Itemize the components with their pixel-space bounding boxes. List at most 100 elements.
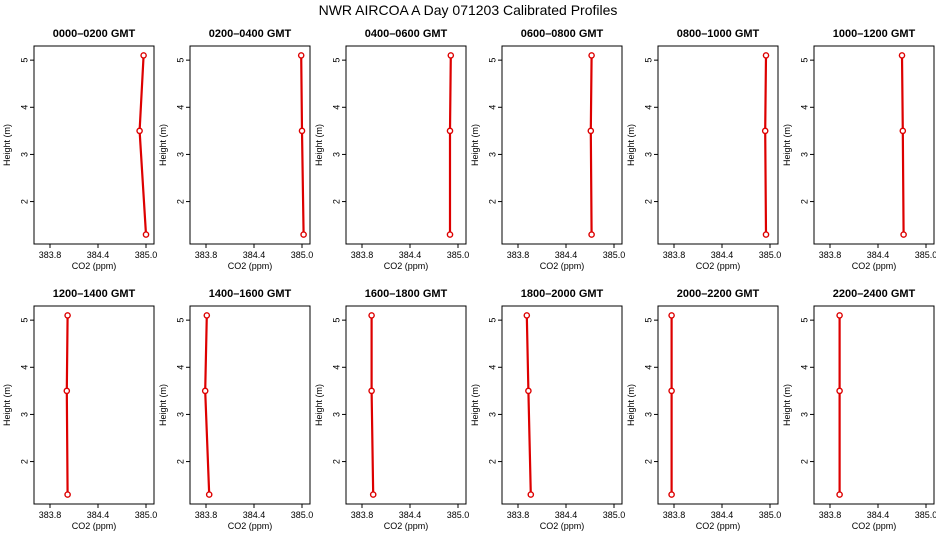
x-tick-label: 385.0	[759, 250, 782, 260]
x-tick-label: 385.0	[915, 510, 936, 520]
profile-point	[297, 52, 305, 59]
y-tick-label: 4	[799, 365, 809, 370]
x-axis-label: CO2 (ppm)	[228, 521, 273, 531]
x-tick-label: 383.8	[195, 250, 218, 260]
x-axis-label: CO2 (ppm)	[384, 521, 429, 531]
x-tick-label: 385.0	[603, 510, 626, 520]
x-tick-label: 385.0	[447, 250, 470, 260]
y-tick-label: 4	[331, 105, 341, 110]
y-axis-label: Height (m)	[314, 124, 324, 166]
profile-point	[368, 387, 375, 395]
y-tick-label: 5	[331, 58, 341, 63]
profile-point	[899, 127, 907, 135]
panel-title: 1200–1400 GMT	[53, 288, 136, 300]
plot-frame	[189, 45, 311, 245]
y-tick-label: 3	[19, 412, 29, 417]
profile-point	[762, 52, 770, 59]
profile-point	[64, 491, 71, 498]
plot-frame	[657, 305, 779, 505]
profile-point	[762, 231, 770, 238]
plot-frame	[33, 305, 155, 505]
profile-line	[589, 55, 593, 235]
x-tick-label: 383.8	[507, 510, 530, 520]
y-tick-label: 3	[175, 152, 185, 157]
y-tick-label: 3	[19, 152, 29, 157]
x-axis-label: CO2 (ppm)	[72, 521, 117, 531]
y-tick-label: 3	[799, 152, 809, 157]
y-tick-label: 4	[643, 105, 653, 110]
x-tick-label: 383.8	[819, 510, 842, 520]
y-tick-label: 4	[487, 365, 497, 370]
y-tick-label: 4	[331, 365, 341, 370]
y-axis-label: Height (m)	[158, 124, 168, 166]
y-tick-label: 3	[643, 412, 653, 417]
profile-point	[588, 52, 595, 59]
y-tick-label: 4	[487, 105, 497, 110]
y-tick-label: 4	[799, 105, 809, 110]
profile-point	[203, 312, 211, 319]
profile-line	[448, 55, 452, 235]
y-tick-label: 4	[19, 105, 29, 110]
profile-line	[138, 55, 148, 235]
x-tick-label: 385.0	[291, 250, 314, 260]
profile-point	[761, 127, 769, 135]
panel-title: 1000–1200 GMT	[833, 28, 916, 40]
profile-point	[368, 312, 375, 319]
y-tick-label: 2	[175, 459, 185, 464]
x-axis-label: CO2 (ppm)	[540, 261, 585, 271]
y-tick-label: 3	[799, 412, 809, 417]
profile-point	[668, 312, 675, 319]
y-tick-label: 2	[19, 459, 29, 464]
y-tick-label: 4	[175, 365, 185, 370]
figure-title: NWR AIRCOA A Day 071203 Calibrated Profi…	[318, 2, 618, 18]
profile-point	[446, 231, 454, 238]
plot-frame	[33, 45, 155, 245]
panel-title: 1400–1600 GMT	[209, 288, 292, 300]
x-tick-label: 384.4	[87, 250, 110, 260]
x-axis-label: CO2 (ppm)	[696, 261, 741, 271]
panel-title: 0600–0800 GMT	[521, 28, 604, 40]
profile-point	[588, 231, 595, 238]
y-tick-label: 5	[175, 58, 185, 63]
plot-frame	[189, 305, 311, 505]
x-tick-label: 385.0	[291, 510, 314, 520]
x-axis-label: CO2 (ppm)	[228, 261, 273, 271]
x-axis-label: CO2 (ppm)	[540, 521, 585, 531]
y-axis-label: Height (m)	[470, 384, 480, 426]
y-tick-label: 3	[175, 412, 185, 417]
profile-point	[447, 52, 455, 59]
x-tick-label: 385.0	[447, 510, 470, 520]
profile-line	[65, 315, 69, 495]
profile-point	[898, 52, 906, 59]
x-axis-label: CO2 (ppm)	[72, 261, 117, 271]
profile-point	[300, 231, 307, 238]
profile-point	[836, 312, 843, 319]
y-tick-label: 2	[799, 459, 809, 464]
y-tick-label: 5	[799, 58, 809, 63]
profile-point	[136, 127, 143, 135]
panel-title: 2000–2200 GMT	[677, 288, 760, 300]
y-tick-label: 5	[331, 318, 341, 323]
x-tick-label: 384.4	[711, 510, 734, 520]
y-tick-label: 5	[487, 318, 497, 323]
x-tick-label: 385.0	[603, 250, 626, 260]
y-tick-label: 5	[487, 58, 497, 63]
y-tick-label: 4	[643, 365, 653, 370]
y-tick-label: 2	[19, 199, 29, 204]
profile-point	[369, 491, 377, 498]
y-tick-label: 5	[19, 318, 29, 323]
plot-frame	[345, 45, 467, 245]
y-tick-label: 2	[643, 459, 653, 464]
x-tick-label: 383.8	[819, 250, 842, 260]
panel-title: 1600–1800 GMT	[365, 288, 448, 300]
x-tick-label: 384.4	[555, 510, 578, 520]
profile-point	[140, 52, 147, 59]
x-tick-label: 385.0	[135, 510, 158, 520]
y-axis-label: Height (m)	[158, 384, 168, 426]
y-tick-label: 5	[643, 58, 653, 63]
x-tick-label: 383.8	[195, 510, 218, 520]
x-tick-label: 384.4	[243, 250, 266, 260]
y-axis-label: Height (m)	[314, 384, 324, 426]
